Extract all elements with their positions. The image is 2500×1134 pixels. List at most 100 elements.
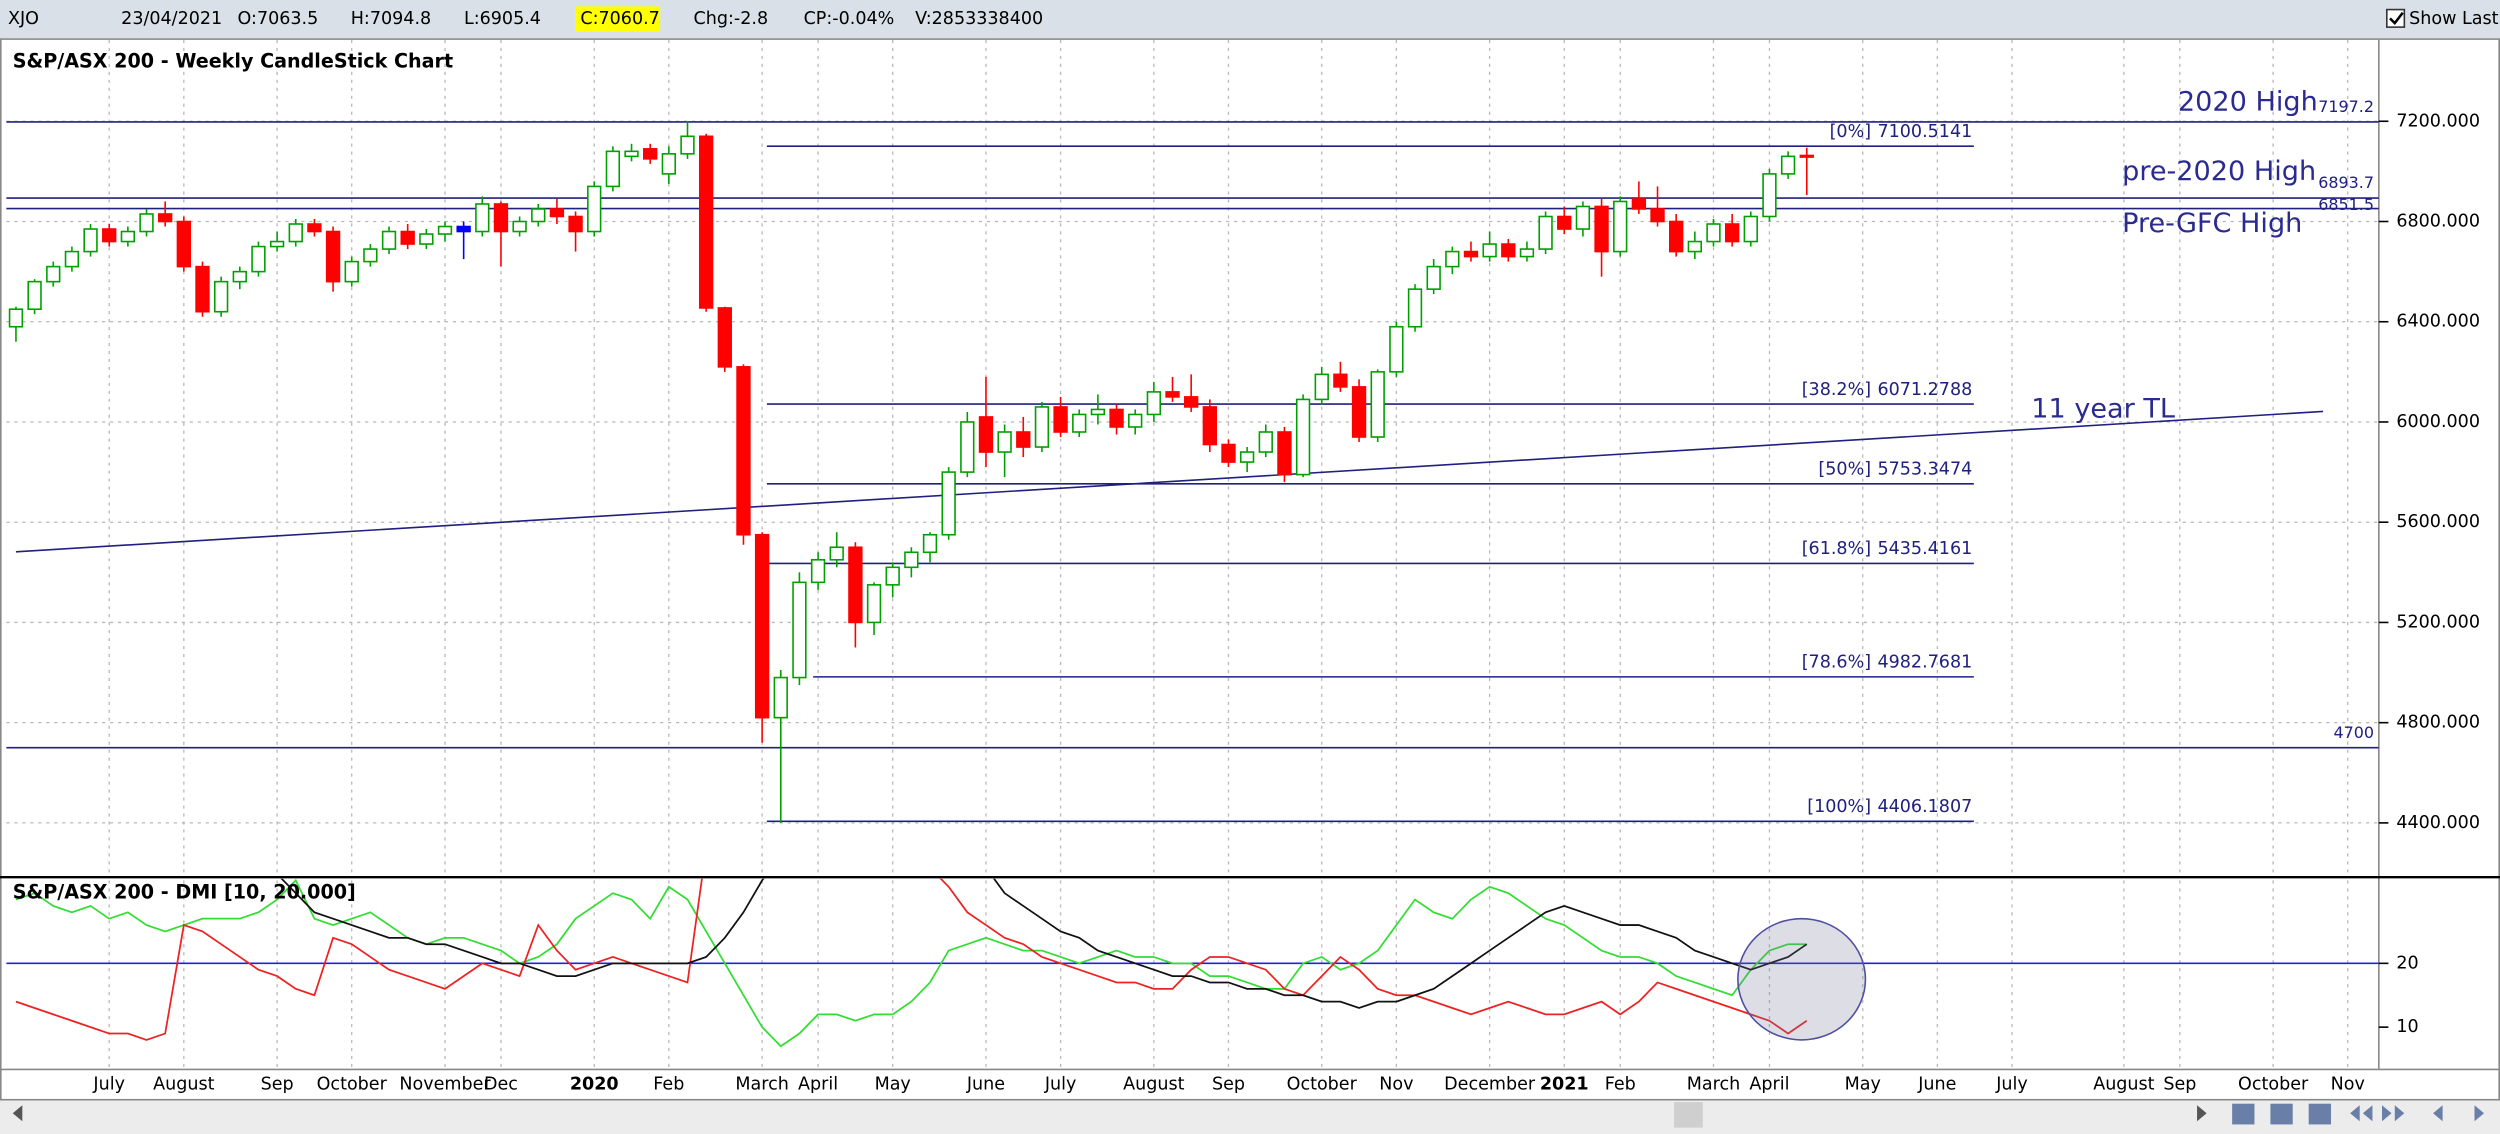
candle-body — [1034, 406, 1050, 448]
nav-icon[interactable] — [2382, 1105, 2405, 1122]
fib-value: 5753.3474 — [1877, 459, 1972, 479]
candle-body — [736, 366, 751, 536]
candle-body — [717, 307, 732, 368]
candle-body — [1239, 451, 1255, 463]
candle-body — [1146, 391, 1162, 416]
candle-body — [1426, 265, 1441, 290]
candle-body — [1669, 220, 1684, 253]
level-value: 4700 — [2333, 723, 2374, 742]
x-tick-label: Nov — [1379, 1075, 1413, 1095]
candle-body — [885, 566, 900, 586]
fib-name: [0%] — [1830, 122, 1871, 142]
tool-icon[interactable] — [2308, 1103, 2331, 1125]
candle-body — [624, 150, 639, 158]
toolbar — [0, 0, 2500, 39]
candle-body — [904, 551, 919, 569]
nav-icon[interactable] — [2350, 1105, 2373, 1122]
candle-body — [661, 153, 677, 175]
x-tick-label: June — [1917, 1075, 1956, 1095]
candle-body — [1109, 408, 1124, 428]
candle-body — [1165, 391, 1180, 398]
x-tick-label: May — [875, 1075, 911, 1095]
candle-body — [1631, 198, 1647, 210]
checkbox[interactable] — [2386, 8, 2406, 28]
y-tick-label: 4400.000 — [2396, 813, 2480, 833]
scroll-right[interactable] — [2197, 1105, 2207, 1122]
candle-body — [941, 471, 956, 536]
candle-body — [773, 676, 788, 719]
close-highlight — [575, 6, 661, 32]
candle-body — [512, 220, 527, 233]
symbol: XJO — [8, 9, 39, 29]
x-tick-label: November — [399, 1075, 491, 1095]
candle-body — [698, 135, 714, 309]
candle-body — [1221, 443, 1236, 463]
low: L:6905.4 — [464, 9, 541, 29]
candle-body — [829, 546, 844, 561]
dmi-title: S&P/ASX 200 - DMI [10, 20.000] — [13, 881, 356, 904]
show-last[interactable]: Show Last — [2409, 9, 2499, 29]
level-value: 6893.7 — [2318, 173, 2374, 192]
tool-icon[interactable] — [2270, 1103, 2293, 1125]
candle-body — [139, 213, 154, 233]
x-tick-label: April — [798, 1075, 838, 1095]
fib-value: 5435.4161 — [1877, 539, 1972, 559]
candle-body — [1780, 155, 1796, 175]
x-tick-label: Feb — [1605, 1075, 1636, 1095]
x-tick-label: Sep — [2163, 1075, 2196, 1095]
candle-body — [195, 265, 210, 313]
candle-body — [1519, 248, 1535, 258]
close: C:7060.7 — [580, 9, 659, 29]
tool-icon[interactable] — [2232, 1103, 2255, 1125]
fib-name: [50%] — [1818, 459, 1871, 479]
x-tick-label: May — [1845, 1075, 1881, 1095]
candle-body — [307, 223, 322, 233]
level-label: pre-2020 High — [2122, 156, 2316, 187]
candle-body — [158, 213, 173, 223]
x-tick-label: June — [966, 1075, 1005, 1095]
fib-name: [38.2%] — [1802, 380, 1871, 400]
x-tick-label: 2021 — [1540, 1075, 1589, 1095]
x-tick-label: April — [1749, 1075, 1789, 1095]
candle-body — [1407, 288, 1423, 328]
candle-body — [549, 208, 565, 218]
fib-label: [100%] 4406.1807 — [1807, 797, 1972, 817]
high: H:7094.8 — [351, 9, 431, 29]
change-pct: CP:-0.04% — [804, 9, 895, 29]
candle-body — [437, 225, 453, 235]
chart-title: S&P/ASX 200 - Weekly CandleStick Chart — [13, 50, 453, 73]
candle-body — [1258, 431, 1273, 453]
x-tick-label: Dec — [484, 1075, 518, 1095]
nav-icon[interactable] — [2433, 1105, 2443, 1122]
candle-body — [1445, 250, 1460, 268]
candle-body — [1538, 215, 1553, 250]
candle-body — [587, 185, 602, 233]
x-tick-label: October — [1287, 1075, 1358, 1095]
candle-body — [1799, 154, 1814, 158]
candle-body — [64, 250, 80, 268]
candle-body — [1557, 215, 1572, 230]
candle-body — [1389, 325, 1404, 373]
nav-icon[interactable] — [2474, 1105, 2485, 1122]
candle-body — [997, 431, 1012, 453]
fib-label: [61.8%] 5435.4161 — [1802, 539, 1973, 559]
fib-name: [61.8%] — [1802, 539, 1871, 559]
level-value: 7197.2 — [2318, 97, 2374, 116]
x-tick-label: Feb — [653, 1075, 684, 1095]
candle-body — [1575, 205, 1591, 230]
scroll-left[interactable] — [12, 1105, 23, 1122]
scroll-thumb[interactable] — [1674, 1102, 1703, 1128]
y-tick-label: 10 — [2396, 1017, 2418, 1037]
candle-body — [475, 203, 490, 233]
scrollbar[interactable] — [0, 1100, 2500, 1134]
level-label: Pre-GFC High — [2122, 208, 2302, 239]
candle-body — [251, 245, 266, 273]
candle-body — [1482, 243, 1497, 258]
x-tick-label: 2020 — [570, 1075, 619, 1095]
candle-body — [1295, 398, 1311, 476]
y-tick-label: 6400.000 — [2396, 312, 2480, 332]
candle-body — [1128, 413, 1143, 428]
candle-body — [1314, 373, 1329, 401]
candle-body — [363, 248, 378, 263]
